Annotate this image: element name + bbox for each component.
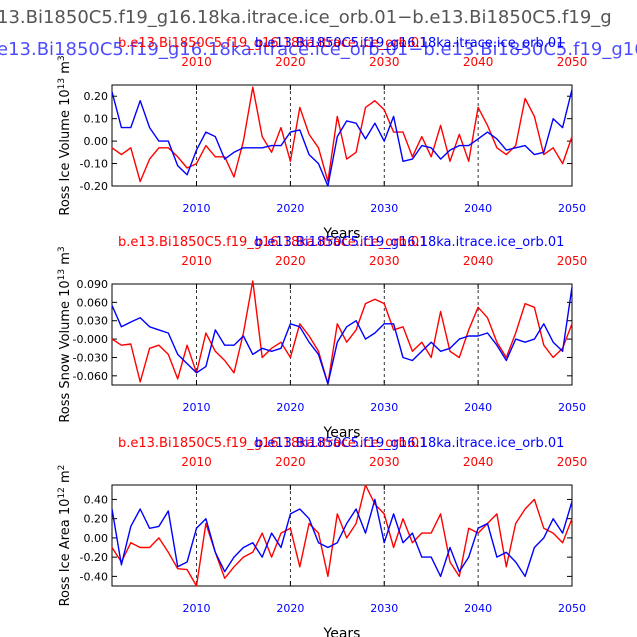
x-tick-label-top: 2030 [369, 254, 400, 268]
x-tick-label-bottom: 2040 [464, 202, 492, 215]
x-tick-label-top: 2010 [181, 254, 212, 268]
y-tick-label: -0.10 [80, 158, 108, 171]
x-tick-label-top: 2020 [275, 254, 306, 268]
y-tick-label: -0.000 [73, 333, 108, 346]
header-title-line-1: 13.Bi1850C5.f19_g16.18ka.itrace.ice_orb.… [0, 7, 612, 28]
x-tick-label-bottom: 2010 [182, 401, 210, 414]
y-axis-label: Ross Ice Volume 1013 m3 [57, 55, 73, 215]
title-blue: b.e13.Bi1850C5.f19_g16.18ka.itrace.ice_o… [255, 36, 564, 51]
plot-frame [111, 283, 573, 386]
x-tick-label-bottom: 2020 [276, 401, 304, 414]
series-line-red [111, 86, 573, 183]
y-axis-label: Ross Ice Area 1012 m2 [57, 465, 73, 607]
title-red: b.e13.Bi1850C5.f19_g16.18ka.itrace.ice_o… [118, 436, 427, 451]
header-title-line-2: e13.Bi1850C5.f19_g16.18ka.itrace.ice_orb… [0, 39, 637, 60]
chart-panel-3: 0.40 0.20 0.00 -0.20 -0.40 2010 2010 2020 2020 20… [57, 436, 587, 637]
x-tick-label-bottom: 2010 [182, 602, 210, 615]
y-tick-label: 0.030 [77, 315, 109, 328]
chart-panel-2: 0.090 0.060 0.030 -0.000 -0.030 -0.060 2010 201… [57, 235, 587, 441]
y-axis-label-text: Ross Ice Volume 10 [58, 89, 73, 215]
y-axis-label-superscript: 13 [57, 78, 67, 89]
y-tick-label: -0.20 [80, 551, 108, 564]
x-tick-label-bottom: 2020 [276, 602, 304, 615]
y-axis-label: Ross Snow Volume 1013 m3 [57, 246, 73, 422]
y-tick-label: -0.030 [73, 351, 108, 364]
y-axis-label-superscript: 13 [57, 269, 67, 280]
y-axis-label-text: m [58, 252, 73, 269]
y-axis-label-superscript: 3 [57, 246, 67, 252]
x-tick-label-top: 2020 [275, 55, 306, 69]
series-line-red [111, 484, 573, 587]
x-tick-label-bottom: 2030 [370, 401, 398, 414]
x-axis-label: Years [323, 425, 361, 441]
y-tick-label: 0.20 [84, 513, 109, 526]
y-axis-label-superscript: 2 [57, 465, 67, 471]
x-tick-label-top: 2050 [557, 254, 588, 268]
y-tick-label: -0.060 [73, 370, 108, 383]
x-tick-label-bottom: 2020 [276, 202, 304, 215]
chart-panel-1: 0.20 0.10 0.00 -0.10 -0.20 2010 2010 2020 2020 20… [57, 36, 587, 242]
y-axis-label-superscript: 3 [57, 55, 67, 61]
y-tick-label: 0.060 [77, 296, 109, 309]
x-tick-label-bottom: 2030 [370, 202, 398, 215]
x-tick-label-bottom: 2040 [464, 602, 492, 615]
y-tick-label: 0.00 [84, 532, 109, 545]
title-red: b.e13.Bi1850C5.f19_g16.18ka.itrace.ice_o… [118, 36, 427, 51]
title-blue: b.e13.Bi1850C5.f19_g16.18ka.itrace.ice_o… [255, 436, 564, 451]
x-tick-label-top: 2040 [463, 455, 494, 469]
x-tick-label-top: 2040 [463, 55, 494, 69]
title-blue: b.e13.Bi1850C5.f19_g16.18ka.itrace.ice_o… [255, 235, 564, 250]
x-tick-label-bottom: 2050 [558, 401, 586, 414]
x-tick-label-top: 2040 [463, 254, 494, 268]
y-tick-label: 0.00 [84, 135, 109, 148]
x-tick-label-top: 2010 [181, 455, 212, 469]
plot-frame [111, 484, 573, 587]
x-axis-label: Years [323, 226, 361, 242]
y-axis-label-text: m [58, 61, 73, 78]
x-tick-label-bottom: 2050 [558, 602, 586, 615]
x-tick-label-bottom: 2010 [182, 202, 210, 215]
y-tick-label: 0.40 [84, 493, 109, 506]
x-tick-label-bottom: 2040 [464, 401, 492, 414]
series-line-red [111, 280, 573, 385]
y-axis-label-text: Ross Snow Volume 10 [58, 280, 73, 422]
y-tick-label: 0.10 [84, 113, 109, 126]
y-tick-label: -0.20 [80, 180, 108, 193]
x-tick-label-bottom: 2030 [370, 602, 398, 615]
x-tick-label-top: 2030 [369, 455, 400, 469]
y-axis-label-superscript: 12 [57, 487, 67, 498]
x-tick-label-top: 2050 [557, 55, 588, 69]
series-line-blue [111, 498, 573, 578]
series-line-blue [111, 286, 573, 385]
y-axis-label-text: Ross Ice Area 10 [58, 499, 73, 607]
series-line-blue [111, 89, 573, 187]
x-tick-label-top: 2030 [369, 55, 400, 69]
y-axis-label-text: m [58, 470, 73, 487]
x-axis-label: Years [323, 626, 361, 637]
y-tick-label: 0.090 [77, 278, 109, 291]
chart-panels: 0.200.100.00-0.10-0.20201020102020202020… [57, 36, 587, 637]
y-tick-label: -0.40 [80, 570, 108, 583]
plot-frame [111, 84, 573, 187]
x-tick-label-top: 2020 [275, 455, 306, 469]
y-tick-label: 0.20 [84, 90, 109, 103]
title-red: b.e13.Bi1850C5.f19_g16.18ka.itrace.ice_o… [118, 235, 427, 250]
x-tick-label-top: 2010 [181, 55, 212, 69]
x-tick-label-bottom: 2050 [558, 202, 586, 215]
x-tick-label-top: 2050 [557, 455, 588, 469]
